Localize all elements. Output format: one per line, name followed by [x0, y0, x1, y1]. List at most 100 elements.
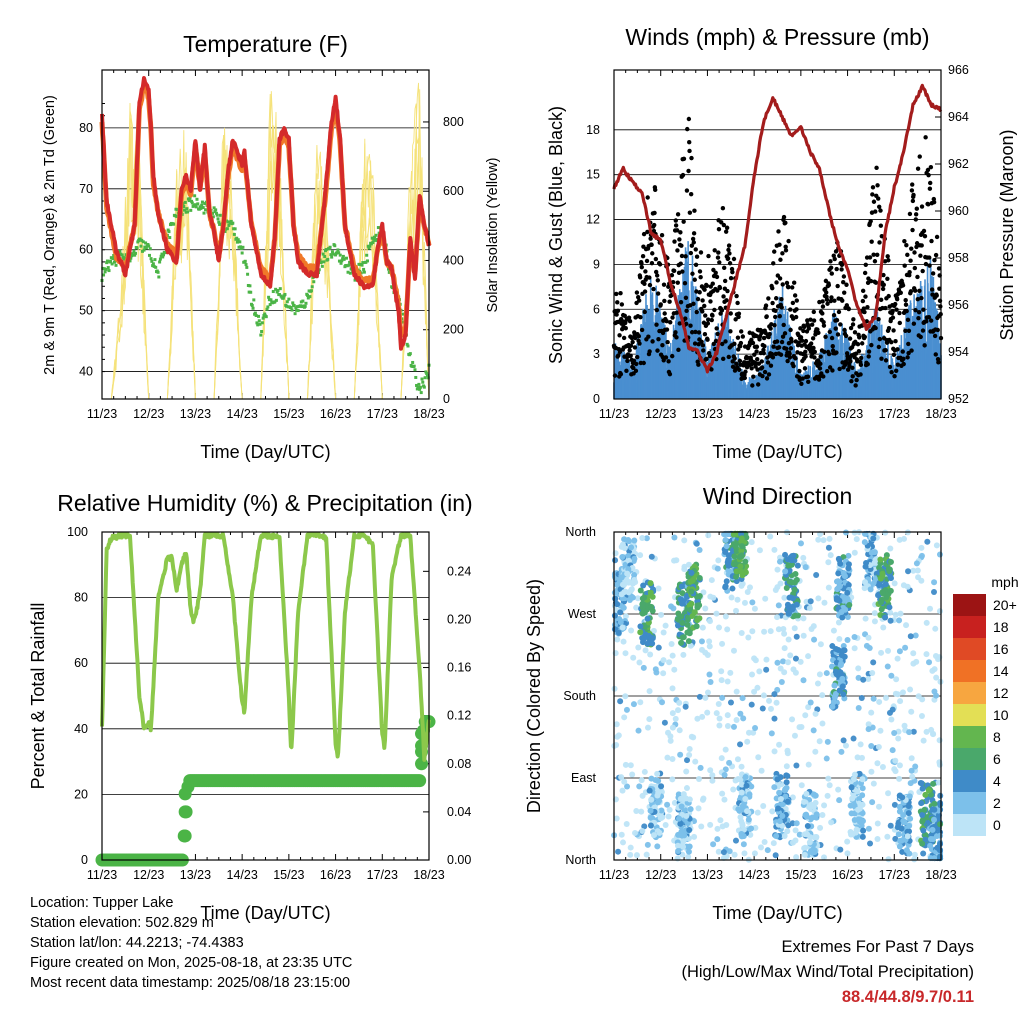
gust-point [869, 239, 874, 244]
direction-point [669, 710, 676, 717]
direction-point [704, 689, 711, 696]
direction-point [824, 738, 831, 745]
direction-point [742, 774, 749, 781]
direction-point [656, 829, 663, 836]
gust-point [730, 269, 735, 275]
temp-xtick-label: 16/23 [320, 407, 351, 421]
direction-point [741, 850, 748, 857]
direction-point [905, 803, 912, 810]
dewpoint-point [154, 265, 158, 269]
gust-point [901, 356, 906, 361]
direction-point [839, 593, 846, 600]
gust-point [673, 223, 679, 228]
gust-point [915, 296, 920, 302]
direction-point [625, 557, 632, 564]
gust-point [818, 361, 823, 367]
gust-point [881, 282, 886, 287]
dewpoint-point [414, 375, 418, 379]
direction-point [620, 581, 627, 588]
direction-point [777, 580, 784, 587]
gust-point [648, 236, 653, 241]
gust-point [677, 321, 682, 326]
wind-y2tick-label: 960 [948, 204, 969, 218]
wind-ytick-label: 15 [586, 168, 600, 182]
dewpoint-point [199, 206, 203, 210]
gust-point [788, 327, 793, 333]
rh-xtick-label: 15/23 [273, 868, 304, 882]
gust-point [886, 326, 892, 331]
direction-point [925, 787, 932, 794]
wind-frame [613, 69, 942, 400]
gust-point [770, 285, 775, 291]
gust-point [740, 334, 746, 339]
dewpoint-point [109, 259, 113, 263]
gust-point [826, 351, 832, 357]
direction-point [891, 729, 898, 736]
direction-point [629, 580, 636, 587]
gust-point [691, 231, 697, 236]
temp-xtick-label: 17/23 [367, 407, 398, 421]
gust-point [630, 339, 635, 345]
direction-point [774, 776, 781, 783]
gust-point [930, 271, 936, 276]
direction-point [647, 807, 654, 814]
dewpoint-point [387, 270, 391, 274]
direction-point [644, 615, 651, 622]
direction-point [837, 669, 844, 676]
direction-point [836, 797, 843, 804]
gust-point [873, 209, 878, 214]
dewpoint-point [340, 259, 344, 263]
gust-point [773, 296, 779, 301]
gust-point [786, 284, 791, 290]
direction-point [683, 768, 690, 775]
direction-point [619, 787, 626, 794]
direction-point [629, 594, 636, 601]
direction-point [867, 840, 874, 847]
gust-point [862, 334, 868, 340]
gust-point [734, 293, 739, 299]
dir-xtick-label: 12/23 [645, 868, 676, 882]
dewpoint-point [320, 264, 324, 268]
direction-point [862, 615, 869, 622]
direction-point [805, 653, 812, 660]
dewpoint-point [239, 246, 243, 250]
dir-ytick-label: South [563, 689, 596, 703]
dewpoint-point [225, 227, 229, 231]
gust-point [686, 168, 691, 174]
direction-point [622, 693, 629, 700]
direction-point [698, 638, 705, 645]
direction-point [812, 748, 819, 755]
gust-point [821, 319, 826, 325]
gust-point [692, 208, 697, 213]
dewpoint-point [147, 244, 151, 248]
dewpoint-point [260, 329, 264, 333]
gust-point [702, 303, 707, 309]
direction-point [849, 795, 856, 802]
direction-point [664, 801, 671, 808]
direction-point [884, 833, 891, 840]
dewpoint-point [176, 208, 180, 212]
direction-point [628, 544, 635, 551]
dewpoint-point [192, 203, 196, 207]
dewpoint-point [278, 293, 282, 297]
dewpoint-point [274, 298, 278, 302]
direction-point [683, 785, 690, 792]
dewpoint-point [362, 270, 366, 274]
gust-point [820, 299, 825, 304]
temp-y2tick-label: 400 [443, 253, 464, 267]
gust-point [772, 249, 777, 254]
gust-point [783, 244, 788, 250]
gust-point [692, 341, 698, 346]
gust-point [830, 343, 835, 349]
dewpoint-point [153, 258, 157, 262]
direction-point [618, 831, 625, 838]
gust-point [691, 240, 696, 245]
gust-point [724, 225, 730, 230]
direction-point [682, 795, 689, 802]
direction-point [810, 791, 817, 798]
direction-point [920, 737, 927, 744]
dewpoint-point [256, 323, 260, 327]
dewpoint-point [163, 251, 167, 255]
dewpoint-point [267, 295, 271, 299]
direction-point [862, 579, 869, 586]
